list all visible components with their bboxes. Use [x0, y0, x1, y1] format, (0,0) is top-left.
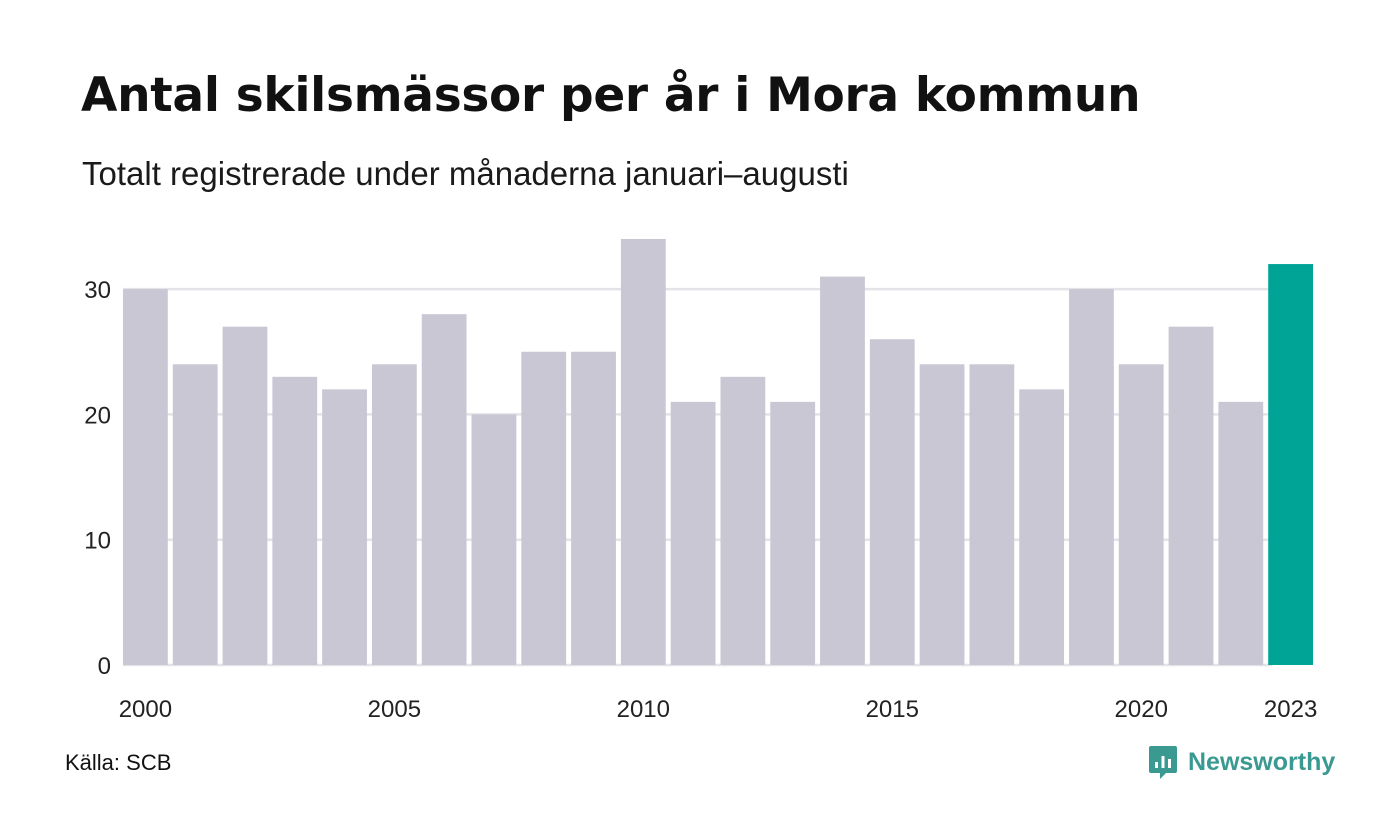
x-tick-label: 2000	[119, 696, 172, 723]
x-tick-label: 2020	[1115, 696, 1168, 723]
newsworthy-logo-icon	[1149, 746, 1177, 779]
bar-2018	[1019, 389, 1065, 665]
bar-2008	[521, 351, 567, 665]
bar-2021	[1168, 326, 1214, 665]
x-tick-label: 2010	[617, 696, 670, 723]
bar-2012	[720, 376, 766, 665]
bar-2003	[272, 376, 318, 665]
x-tick-label: 2023	[1264, 696, 1317, 723]
bar-2023	[1268, 264, 1313, 665]
x-axis-ticks: 2000 2005 2010 2015 2020 2023	[119, 696, 1318, 723]
bar-2013	[770, 401, 816, 665]
bar-2001	[172, 364, 218, 665]
bar-2010	[620, 239, 666, 665]
bar-2007	[471, 414, 517, 665]
y-axis-ticks: 0 10 20 30	[84, 277, 111, 680]
y-tick-label: 20	[84, 402, 111, 429]
chart-subtitle: Totalt registrerade under månaderna janu…	[82, 155, 849, 192]
brand-name: Newsworthy	[1188, 747, 1336, 776]
source-note: Källa: SCB	[65, 750, 172, 775]
bar-2019	[1069, 289, 1114, 665]
bar-2022	[1218, 401, 1264, 665]
bar-2015	[869, 339, 915, 665]
bar-2014	[820, 276, 865, 665]
bar-2005	[371, 364, 417, 665]
y-tick-label: 0	[98, 653, 111, 680]
bar-2009	[571, 351, 616, 665]
bar-2002	[222, 326, 268, 665]
bar-2004	[322, 389, 367, 665]
bar-2011	[670, 401, 716, 665]
bar-2020	[1118, 364, 1164, 665]
chart-title: Antal skilsmässor per år i Mora kommun	[81, 68, 1141, 123]
bar-2006	[421, 314, 467, 665]
bar-2016	[919, 364, 965, 665]
brand-logo[interactable]: Newsworthy	[1148, 744, 1335, 780]
y-tick-label: 10	[84, 528, 111, 555]
x-tick-label: 2005	[368, 696, 421, 723]
bars	[123, 239, 1313, 665]
x-tick-label: 2015	[866, 696, 919, 723]
bar-2000	[123, 289, 168, 665]
y-tick-label: 30	[84, 277, 111, 304]
bar-2017	[969, 364, 1015, 665]
